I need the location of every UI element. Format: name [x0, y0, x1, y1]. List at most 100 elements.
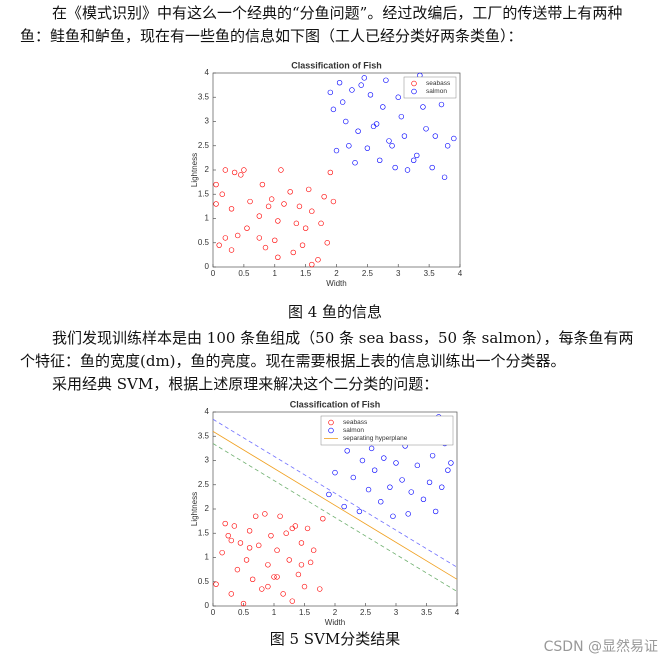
point [301, 583, 308, 590]
x-tick-label: 0 [211, 269, 216, 278]
caption: 图 4 鱼的信息 [287, 303, 383, 321]
watermark: CSDN @显然易证 [543, 639, 658, 655]
point [426, 479, 433, 486]
point [213, 201, 219, 207]
point [364, 145, 371, 151]
point [290, 249, 296, 256]
point [238, 172, 244, 178]
point [241, 167, 247, 173]
point [327, 169, 334, 176]
point [451, 135, 457, 142]
legend-label: salmon [343, 427, 364, 434]
point [438, 101, 445, 108]
x-tick-label: 0.5 [238, 608, 250, 617]
y-tick-label: 3 [205, 117, 210, 126]
y-tick-label: 4 [205, 68, 210, 77]
line [212, 443, 458, 592]
point [336, 80, 343, 86]
point [330, 198, 337, 205]
point [339, 99, 346, 105]
point [361, 75, 367, 81]
x-tick-label: 0 [211, 608, 216, 617]
point [429, 452, 436, 459]
point [272, 237, 278, 244]
y-tick-label: 2 [205, 165, 210, 174]
point [278, 167, 284, 173]
y-tick-label: 3 [205, 456, 210, 465]
point [275, 218, 281, 224]
point [405, 511, 411, 517]
point [298, 540, 305, 546]
point [289, 598, 296, 604]
y-tick-label: 1 [205, 553, 210, 562]
x-tick-label: 1.5 [299, 608, 311, 617]
point [256, 235, 263, 241]
x-tick-label: 2 [334, 269, 339, 278]
point [389, 143, 395, 149]
point [367, 92, 374, 98]
point [404, 167, 411, 173]
legend-marker [328, 419, 334, 426]
plot-area [212, 72, 461, 268]
point [310, 547, 317, 553]
chart: 0 0.5 1 1.5 2 2.5 3 3.5 4 0 0.5 1 1.5 2 2.5 3 3.5 4 Classi… [190, 399, 460, 627]
x-tick-label: 4 [458, 269, 463, 278]
point [295, 571, 302, 578]
point [317, 586, 323, 592]
point [355, 128, 361, 134]
point [414, 152, 420, 159]
point [299, 242, 306, 248]
point [228, 206, 235, 212]
x-tick-label: 3 [396, 269, 401, 278]
point [320, 515, 326, 522]
x-tick-label: 2.5 [360, 608, 372, 617]
line [212, 418, 458, 568]
point [398, 113, 405, 120]
point [265, 583, 271, 590]
y-tick-label: 1.5 [198, 528, 210, 537]
y-tick-label: 1.5 [198, 189, 210, 198]
point [309, 208, 315, 214]
point [225, 532, 231, 539]
point [410, 157, 417, 164]
y-tick-label: 2 [205, 504, 210, 513]
point [358, 82, 364, 88]
point [321, 193, 327, 200]
point [268, 532, 274, 539]
point [246, 545, 253, 551]
point [432, 133, 439, 139]
caption: 图 5 SVM分类结果 [269, 630, 401, 648]
point [249, 576, 256, 583]
y-axis-label: Lightness [190, 153, 199, 187]
y-tick-label: 0.5 [198, 238, 210, 247]
point [381, 455, 387, 461]
point [352, 160, 358, 166]
point [387, 484, 393, 490]
point [401, 133, 408, 139]
y-tick-label: 4 [205, 407, 210, 416]
legend-label: seabass [426, 80, 451, 87]
x-tick-label: 1.5 [300, 269, 312, 278]
point [332, 469, 338, 476]
point [333, 147, 340, 154]
point [330, 106, 337, 113]
point [259, 586, 265, 592]
x-tick-label: 0.5 [238, 269, 250, 278]
x-tick-label: 2.5 [362, 269, 374, 278]
point [444, 143, 451, 149]
y-tick-label: 3.5 [198, 431, 210, 440]
point [222, 167, 229, 173]
x-tick-label: 3.5 [421, 608, 433, 617]
point [420, 104, 426, 110]
chart-title: Classification of Fish [290, 399, 381, 409]
point [386, 138, 392, 144]
point [349, 87, 355, 93]
point [377, 157, 383, 164]
point [296, 203, 303, 210]
point [445, 467, 451, 473]
point [448, 460, 454, 466]
point [222, 235, 229, 241]
point [324, 240, 330, 246]
point [327, 89, 334, 96]
point [262, 244, 269, 251]
